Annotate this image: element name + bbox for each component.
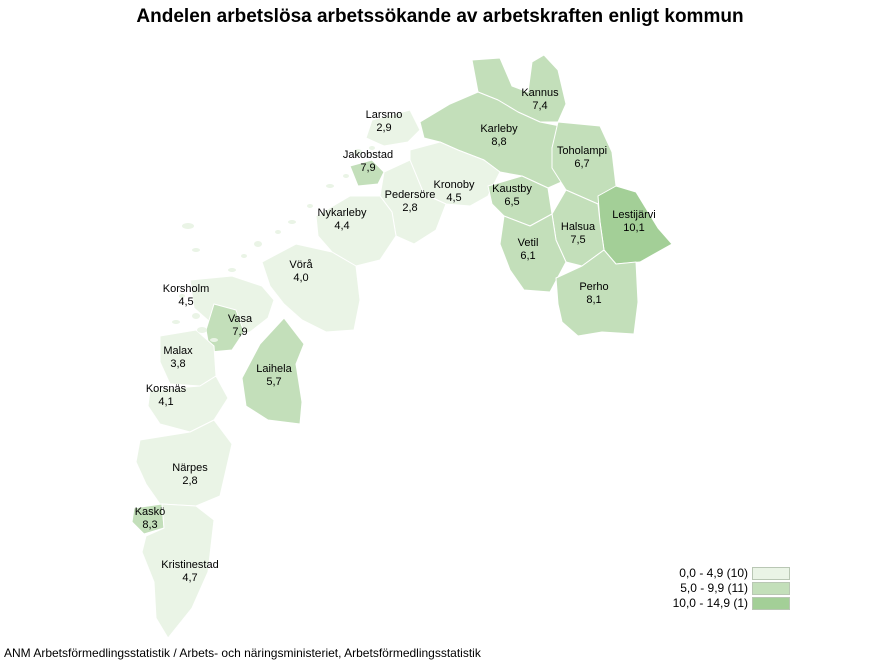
label-kristinestad-value: 4,7 (182, 572, 197, 584)
island (241, 254, 247, 258)
legend-row: 0,0 - 4,9 (10) (630, 566, 790, 581)
label-kasko-name: Kaskö (135, 506, 166, 518)
legend-label-mid: 5,0 - 9,9 (11) (680, 581, 748, 595)
island (326, 184, 334, 188)
island (228, 268, 236, 272)
label-perho-name: Perho (579, 281, 608, 293)
region-narpes (135, 419, 233, 507)
region-kasko (131, 503, 165, 535)
label-malax-name: Malax (163, 345, 193, 357)
legend-row: 5,0 - 9,9 (11) (630, 581, 790, 596)
island (254, 241, 262, 247)
label-toholampi-value: 6,7 (574, 158, 589, 170)
label-larsmo-value: 2,9 (376, 122, 391, 134)
label-narpes-name: Närpes (172, 462, 208, 474)
island (307, 204, 313, 208)
label-perho-value: 8,1 (586, 294, 601, 306)
legend-swatch-mid (752, 582, 790, 595)
label-vetil-value: 6,1 (520, 250, 535, 262)
legend-swatch-high (752, 597, 790, 610)
island (217, 290, 223, 294)
island (197, 348, 203, 352)
label-kasko-value: 8,3 (142, 519, 157, 531)
island (197, 327, 207, 333)
label-malax-value: 3,8 (170, 358, 185, 370)
legend-label-low: 0,0 - 4,9 (10) (679, 566, 748, 580)
island (182, 223, 194, 229)
source-note: ANM Arbetsförmedlingsstatistik / Arbets-… (4, 646, 481, 660)
label-laihela-value: 5,7 (266, 376, 281, 388)
island (275, 230, 281, 234)
island (199, 287, 209, 293)
label-kronoby-value: 4,5 (446, 192, 461, 204)
legend-label-high: 10,0 - 14,9 (1) (672, 596, 748, 610)
island (204, 357, 212, 363)
region-kristinestad (141, 503, 215, 639)
region-vora (261, 243, 361, 333)
island (210, 338, 218, 342)
label-narpes-value: 2,8 (182, 475, 197, 487)
label-nykarleby-value: 4,4 (334, 220, 349, 232)
label-kristinestad-name: Kristinestad (161, 559, 218, 571)
region-laihela (241, 317, 305, 425)
region-jakobstad (349, 159, 385, 187)
island (187, 334, 193, 338)
label-halsua-name: Halsua (561, 221, 596, 233)
label-korsnas-name: Korsnäs (146, 383, 187, 395)
label-lestijarvi-value: 10,1 (623, 222, 644, 234)
island (343, 174, 349, 178)
island (179, 294, 185, 298)
island (192, 248, 200, 252)
island (399, 118, 405, 122)
label-laihela-name: Laihela (256, 363, 292, 375)
label-vetil-name: Vetil (518, 237, 539, 249)
label-jakobstad-value: 7,9 (360, 162, 375, 174)
label-vora-value: 4,0 (293, 272, 308, 284)
label-vasa-value: 7,9 (232, 326, 247, 338)
archipelago-islands (172, 118, 405, 363)
label-larsmo-name: Larsmo (366, 109, 403, 121)
label-nykarleby-name: Nykarleby (318, 207, 367, 219)
legend-swatch-low (752, 567, 790, 580)
label-kaustby-name: Kaustby (492, 183, 532, 195)
island (288, 220, 296, 224)
island (354, 149, 362, 155)
region-nykarleby (315, 195, 397, 267)
island (172, 320, 180, 324)
label-toholampi-name: Toholampi (557, 145, 607, 157)
label-karleby-name: Karleby (480, 123, 518, 135)
label-karleby-value: 8,8 (491, 136, 506, 148)
region-larsmo (365, 109, 421, 147)
region-perho (555, 249, 639, 337)
label-jakobstad-name: Jakobstad (343, 149, 393, 161)
map-legend: 0,0 - 4,9 (10) 5,0 - 9,9 (11) 10,0 - 14,… (630, 566, 790, 611)
label-pedersore-name: Pedersöre (385, 189, 436, 201)
island (369, 146, 375, 150)
label-korsholm-value: 4,5 (178, 296, 193, 308)
label-vasa-name: Vasa (228, 313, 253, 325)
label-kannus-name: Kannus (521, 87, 559, 99)
label-lestijarvi-name: Lestijärvi (612, 209, 655, 221)
label-korsholm-name: Korsholm (163, 283, 209, 295)
map-title: Andelen arbetslösa arbetssökande av arbe… (136, 6, 744, 27)
label-kronoby-name: Kronoby (434, 179, 475, 191)
label-kannus-value: 7,4 (532, 100, 547, 112)
label-pedersore-value: 2,8 (402, 202, 417, 214)
label-halsua-value: 7,5 (570, 234, 585, 246)
municipality-regions (131, 54, 673, 639)
label-korsnas-value: 4,1 (158, 396, 173, 408)
label-kaustby-value: 6,5 (504, 196, 519, 208)
legend-row: 10,0 - 14,9 (1) (630, 596, 790, 611)
island (388, 134, 396, 138)
island (192, 313, 200, 319)
label-vora-name: Vörå (289, 259, 313, 271)
